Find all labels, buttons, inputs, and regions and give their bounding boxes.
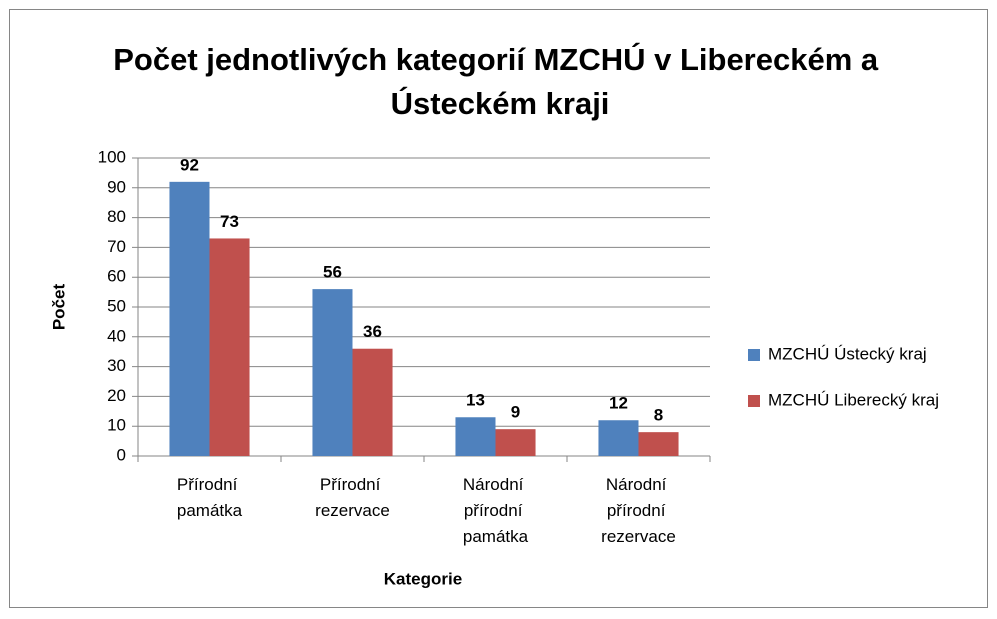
bar (455, 417, 496, 456)
bar (312, 289, 353, 456)
bar (209, 238, 250, 456)
bar (169, 181, 210, 456)
x-tick-label: Přírodní památka (177, 475, 243, 520)
x-tick-label: Přírodní rezervace (315, 475, 390, 520)
data-label: 13 (466, 391, 485, 410)
legend-label: MZCHÚ Ústecký kraj (768, 344, 927, 363)
data-label: 73 (220, 212, 239, 231)
y-tick-label: 30 (107, 356, 126, 375)
y-tick-label: 20 (107, 386, 126, 405)
bar (495, 429, 536, 456)
legend-swatch (748, 349, 760, 361)
y-tick-label: 50 (107, 296, 126, 315)
x-axis-label: Kategorie (384, 569, 462, 588)
bar (352, 348, 393, 456)
data-label: 56 (323, 263, 342, 282)
y-axis-label: Počet (49, 284, 68, 331)
y-tick-label: 40 (107, 326, 126, 345)
data-label: 36 (363, 322, 382, 341)
y-tick-label: 10 (107, 416, 126, 435)
bar (638, 432, 679, 456)
y-tick-label: 60 (107, 267, 126, 286)
x-tick-label: Národní přírodní památka (463, 475, 529, 546)
data-label: 9 (511, 403, 520, 422)
y-tick-label: 70 (107, 237, 126, 256)
y-tick-label: 100 (98, 147, 126, 166)
y-tick-label: 80 (107, 207, 126, 226)
legend-swatch (748, 395, 760, 407)
chart-title: Počet jednotlivých kategorií MZCHÚ v Lib… (113, 41, 887, 121)
data-label: 12 (609, 394, 628, 413)
data-label: 92 (180, 155, 199, 174)
y-tick-label: 0 (117, 445, 126, 464)
data-label: 8 (654, 406, 663, 425)
legend-label: MZCHÚ Liberecký kraj (768, 390, 939, 409)
y-tick-label: 90 (107, 177, 126, 196)
x-tick-label: Národní přírodní rezervace (601, 475, 676, 546)
bar (598, 420, 639, 456)
